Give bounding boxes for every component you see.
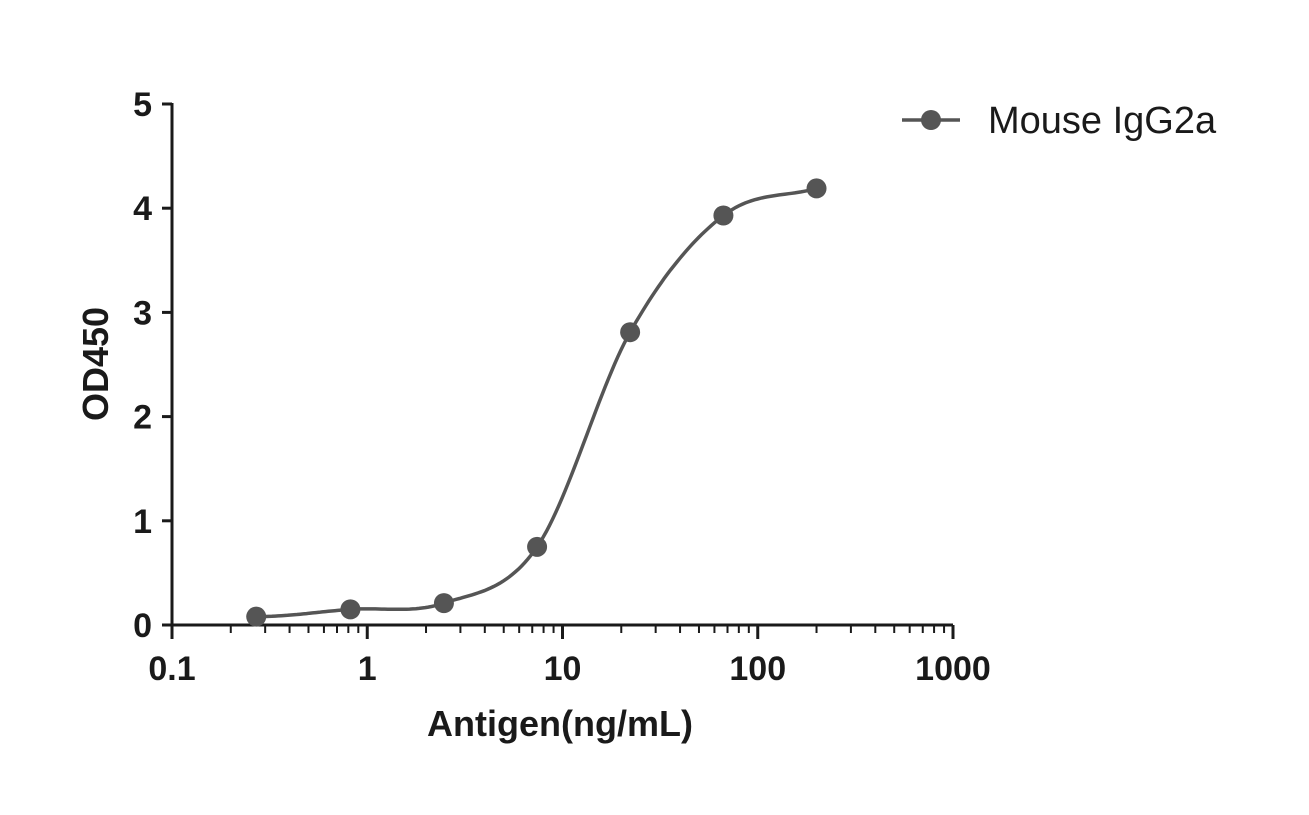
x-tick-label: 10 bbox=[544, 650, 582, 688]
data-point bbox=[713, 205, 734, 226]
legend: Mouse IgG2a bbox=[902, 100, 1217, 142]
data-point bbox=[433, 593, 454, 614]
x-tick-label: 0.1 bbox=[148, 650, 195, 688]
data-point bbox=[246, 606, 267, 627]
data-point bbox=[806, 178, 827, 199]
y-tick-label: 5 bbox=[133, 86, 152, 124]
data-point bbox=[620, 322, 641, 343]
x-axis-title: Antigen(ng/mL) bbox=[427, 703, 693, 744]
data-point bbox=[527, 536, 548, 557]
x-tick-label: 1 bbox=[358, 650, 377, 688]
y-tick-label: 3 bbox=[133, 294, 152, 332]
y-axis-title: OD450 bbox=[75, 307, 116, 421]
data-point bbox=[340, 599, 361, 620]
y-tick-label: 1 bbox=[133, 503, 152, 541]
x-ticks: 0.1 1 10 100 1000 bbox=[148, 625, 991, 688]
x-tick-label: 1000 bbox=[915, 650, 991, 688]
data-points bbox=[246, 178, 827, 627]
legend-label: Mouse IgG2a bbox=[988, 100, 1217, 142]
x-tick-label: 100 bbox=[729, 650, 786, 688]
legend-marker bbox=[921, 110, 941, 130]
y-tick-label: 0 bbox=[133, 607, 152, 645]
y-ticks: 0 1 2 3 4 5 bbox=[133, 86, 172, 645]
y-tick-label: 4 bbox=[133, 190, 152, 228]
y-tick-label: 2 bbox=[133, 399, 152, 437]
